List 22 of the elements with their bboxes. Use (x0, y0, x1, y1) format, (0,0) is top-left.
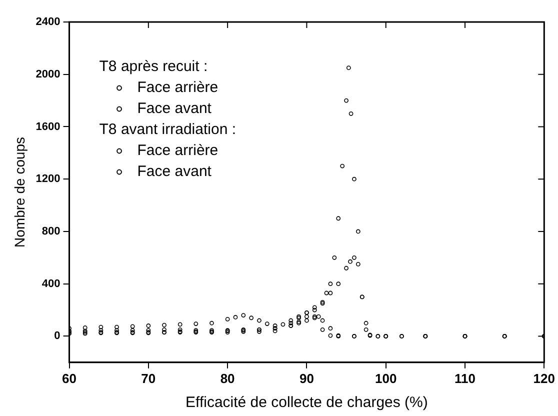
x-tick-label: 100 (375, 370, 397, 386)
y-tick-label: 800 (42, 226, 60, 238)
annotation: T8 avant irradiation : (99, 121, 236, 138)
x-tick-label: 120 (533, 370, 556, 386)
y-tick-label: 2400 (36, 16, 60, 28)
legend-label: Face arrière (137, 79, 218, 96)
x-tick-label: 60 (62, 370, 77, 386)
y-tick-label: 1600 (36, 120, 60, 133)
y-tick-label: 2000 (36, 68, 60, 80)
x-tick-label: 110 (454, 370, 476, 386)
annotation: T8 après recuit : (99, 58, 208, 76)
y-tick-label: 400 (42, 278, 60, 290)
legend-label: Face avant (137, 100, 212, 118)
y-axis-title: Nombre de coups (11, 136, 28, 248)
x-tick-label: 70 (141, 370, 156, 386)
x-axis-title: Efficacité de collecte de charges (%) (186, 394, 428, 412)
y-tick-label: 1200 (36, 173, 60, 186)
x-tick-label: 80 (220, 370, 235, 386)
y-tick-label: 0 (54, 330, 60, 342)
x-tick-label: 90 (299, 370, 314, 386)
legend-label: Face avant (137, 163, 212, 180)
legend-label: Face arrière (137, 142, 218, 160)
